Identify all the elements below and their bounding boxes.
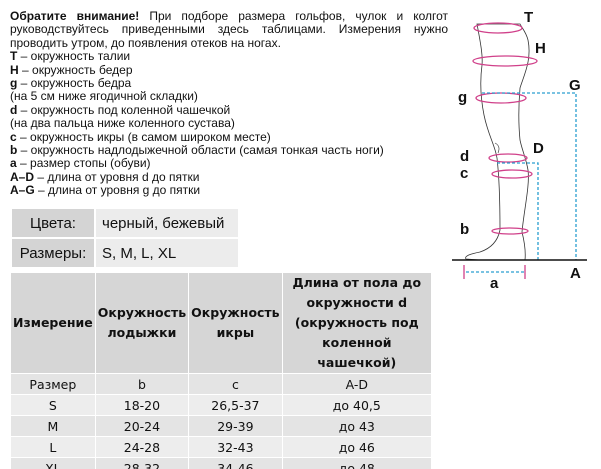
table-cell: S <box>10 394 96 416</box>
table-row: Размер b c A-D <box>10 373 433 395</box>
table-header: Измерение Окружность лодыжки Окружность … <box>10 272 433 374</box>
note-item: (на 5 см ниже ягодичной складки) <box>10 90 448 103</box>
note-item: d – окружность под коленной чашечкой <box>10 102 448 117</box>
note-text: – размер стопы (обуви) <box>16 156 151 171</box>
label-A: A <box>570 265 581 282</box>
ring-g <box>475 92 527 104</box>
intro-paragraph: Обратите внимание! При подборе размера г… <box>10 9 449 50</box>
header-length: Длина от пола до окружности d (окружност… <box>281 272 433 374</box>
label-g: g <box>458 89 467 106</box>
note-item: H – окружность бедер <box>10 62 448 77</box>
note-key: g <box>10 76 18 91</box>
note-text: (на 5 см ниже ягодичной складки) <box>10 89 198 104</box>
colors-label: Цвета: <box>10 207 96 239</box>
note-key: d <box>10 102 18 117</box>
table-cell: XL <box>10 457 96 469</box>
table-cell: b <box>94 373 190 395</box>
label-H: H <box>535 40 546 57</box>
note-text: – окружность талии <box>17 49 131 64</box>
table-cell: 24-28 <box>94 436 190 458</box>
note-key: b <box>10 143 18 158</box>
label-a: a <box>490 275 499 292</box>
knee-detail <box>494 142 500 154</box>
colors-value: черный, бежевый <box>94 207 240 239</box>
guide-lines <box>466 92 577 273</box>
table-cell: 28-32 <box>94 457 190 469</box>
note-key: a <box>10 156 17 171</box>
note-text: – окружность надлодыжечной области (сама… <box>17 143 384 158</box>
table-cell: 34-46 <box>188 457 283 469</box>
measurement-notes: Обратите внимание! При подборе размера г… <box>10 9 449 198</box>
ring-d <box>488 153 528 163</box>
intro-bold: Обратите внимание! <box>10 9 140 23</box>
guide-D <box>497 162 539 260</box>
note-item: (на два пальца ниже коленного сустава) <box>10 117 448 130</box>
intro-text: При подборе размера гольфов, чулок и кол… <box>10 9 449 50</box>
label-G: G <box>569 77 581 94</box>
note-text: (на два пальца ниже коленного сустава) <box>10 116 235 131</box>
table-row: S 18-20 26,5-37 до 40,5 <box>10 394 433 416</box>
note-key: A–D <box>10 169 35 184</box>
note-item: A–D – длина от уровня d до пятки <box>10 169 448 184</box>
table-cell: Размер <box>10 373 96 395</box>
table-cell: до 43 <box>281 415 433 437</box>
note-key: A–G <box>10 183 35 198</box>
info-table: Цвета: черный, бежевый Размеры: S, M, L, X… <box>10 207 240 269</box>
note-key: T <box>10 49 18 64</box>
sizes-row: Размеры: S, M, L, XL <box>10 237 240 269</box>
label-c: c <box>460 165 468 182</box>
table-cell: L <box>10 436 96 458</box>
note-text: – окружность икры (в самом широком месте… <box>16 129 271 144</box>
table-cell: до 48 <box>281 457 433 469</box>
measurement-rings <box>463 22 538 279</box>
table-cell: 32-43 <box>188 436 283 458</box>
note-text: – окружность бедра <box>17 76 132 91</box>
leg-diagram: T H G g D d c b A a <box>452 9 587 292</box>
table-cell: до 40,5 <box>281 394 433 416</box>
colors-row: Цвета: черный, бежевый <box>10 207 240 239</box>
ring-b <box>491 227 529 235</box>
table-cell: 18-20 <box>94 394 190 416</box>
table-cell: 26,5-37 <box>188 394 283 416</box>
table-row: M 20-24 29-39 до 43 <box>10 415 433 437</box>
sizes-value: S, M, L, XL <box>94 237 240 269</box>
label-b: b <box>460 221 469 238</box>
label-d: d <box>460 148 469 165</box>
note-text: – окружность под коленной чашечкой <box>17 102 231 117</box>
header-measure: Измерение <box>10 272 96 374</box>
ring-H <box>472 55 538 67</box>
label-T: T <box>524 9 533 26</box>
note-item: g – окружность бедра <box>10 76 448 91</box>
note-item: T – окружность талии <box>10 50 448 63</box>
note-text: – длина от уровня g до пятки <box>34 183 201 198</box>
note-item: A–G – длина от уровня g до пятки <box>10 184 448 197</box>
table-cell: c <box>188 373 283 395</box>
note-text: – длина от уровня d до пятки <box>34 169 200 184</box>
ring-c <box>491 169 533 179</box>
table-cell: 29-39 <box>188 415 283 437</box>
sizes-label: Размеры: <box>10 237 96 269</box>
note-text: – окружность бедер <box>18 62 133 77</box>
table-cell: до 46 <box>281 436 433 458</box>
guide-G <box>482 92 577 260</box>
table-cell: M <box>10 415 96 437</box>
table-cell: A-D <box>281 373 433 395</box>
ring-T <box>473 22 523 34</box>
note-item: b – окружность надлодыжечной области (са… <box>10 143 448 158</box>
note-item: c – окружность икры (в самом широком мес… <box>10 129 448 144</box>
size-table: Измерение Окружность лодыжки Окружность … <box>10 272 433 469</box>
table-row: L 24-28 32-43 до 46 <box>10 436 433 458</box>
note-key: c <box>10 129 17 144</box>
table-row: XL 28-32 34-46 до 48 <box>10 457 433 469</box>
note-item: a – размер стопы (обуви) <box>10 157 448 170</box>
label-D: D <box>533 140 544 157</box>
header-ankle: Окружность лодыжки <box>94 272 190 374</box>
header-calf: Окружность икры <box>188 272 283 374</box>
note-key: H <box>10 62 19 77</box>
table-cell: 20-24 <box>94 415 190 437</box>
